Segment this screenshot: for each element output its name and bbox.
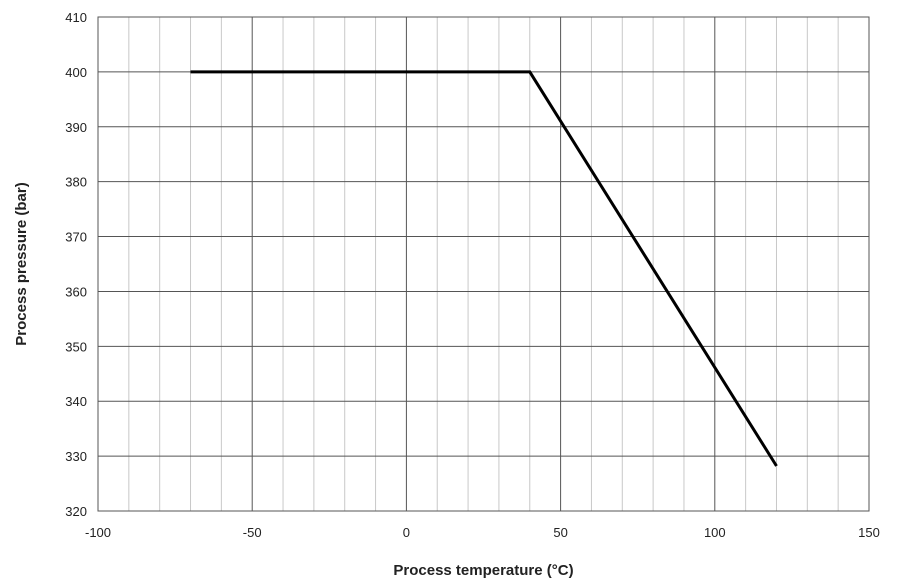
y-tick-label: 400 bbox=[65, 65, 87, 80]
y-tick-label: 380 bbox=[65, 175, 87, 190]
series-line bbox=[190, 70, 778, 467]
y-tick-label: 340 bbox=[65, 394, 87, 409]
y-axis-tick-labels: 320 330 340 350 360 370 380 390 400 410 bbox=[65, 10, 87, 519]
minor-gridlines bbox=[128, 17, 839, 511]
y-tick-label: 390 bbox=[65, 120, 87, 135]
x-tick-label: 150 bbox=[858, 525, 880, 540]
y-tick-label: 410 bbox=[65, 10, 87, 25]
plot-area bbox=[97, 16, 870, 512]
x-tick-label: -50 bbox=[243, 525, 262, 540]
x-tick-label: -100 bbox=[85, 525, 111, 540]
major-gridlines bbox=[98, 17, 869, 511]
x-tick-label: 0 bbox=[403, 525, 410, 540]
y-axis-title: Process pressure (bar) bbox=[13, 182, 30, 345]
y-tick-label: 320 bbox=[65, 504, 87, 519]
x-tick-label: 100 bbox=[704, 525, 726, 540]
y-tick-label: 330 bbox=[65, 449, 87, 464]
y-tick-label: 370 bbox=[65, 230, 87, 245]
x-axis-title: Process temperature (°C) bbox=[393, 562, 573, 579]
series-layer bbox=[190, 70, 778, 467]
y-tick-label: 360 bbox=[65, 284, 87, 299]
x-tick-label: 50 bbox=[553, 525, 567, 540]
y-tick-label: 350 bbox=[65, 339, 87, 354]
x-axis-tick-labels: -100 -50 0 50 100 150 bbox=[85, 525, 880, 540]
